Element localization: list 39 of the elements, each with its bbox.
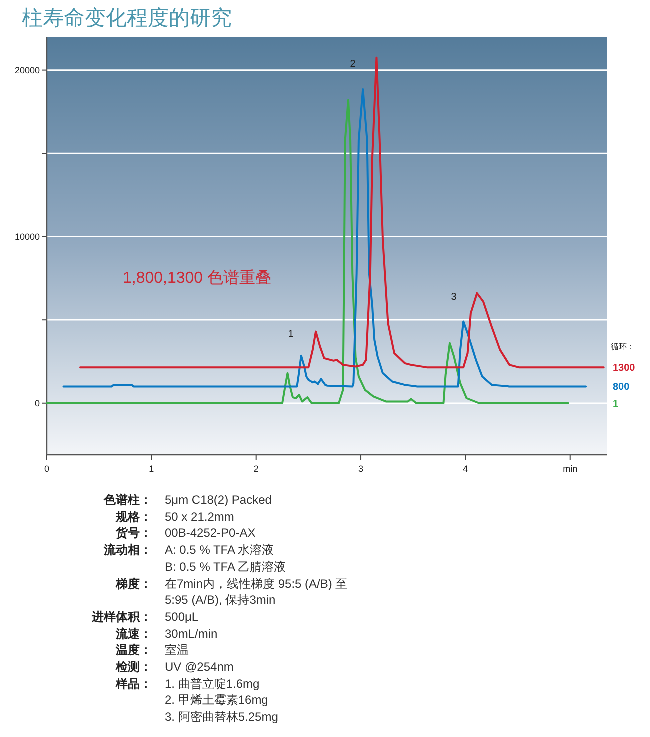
x-tick-label: 0 [44,464,50,474]
annotation: UV @254nm [165,659,235,676]
annotation: 2 [350,59,356,70]
x-tick-label: 1 [149,464,154,474]
annotation: 色谱柱： [102,492,152,509]
annotation: 1. 曲普立啶1.6mg 2. 甲烯土霉素16mg 3. 阿密曲替林5.25mg [165,676,280,726]
annotation: 50 x 21.2mm [165,508,236,526]
line-series [80,56,605,369]
annotation: A: 0.5 % TFA 水溶液 B: 0.5 % TFA 乙腈溶液 [165,542,288,576]
series-label: 1 [613,398,619,410]
annotation: 流动相： [103,542,152,560]
y-tick-label: 20000 [14,66,40,76]
chart-title: 柱寿命变化程度的研究 [22,7,232,30]
annotation: 在7min内，线性梯度 95:5 (A/B) 至 5:95 (A/B), 保持3min [165,576,349,609]
annotation: 流速： [115,626,152,642]
annotation: 检测： [114,659,152,676]
annotation: 样品： [114,676,152,693]
annotation: 1,800,1300 色谱重叠 [123,270,272,287]
annotation: 3 [451,292,457,303]
legend-title: 循环： [611,342,635,352]
annotation: 00B-4252-P0-AX [165,525,257,542]
annotation: 室温 [165,642,190,660]
series-label: 1300 [613,363,636,374]
annotation: 货号： [115,525,152,542]
x-tick-label: 2 [254,464,259,474]
x-tick-label: 3 [358,464,364,474]
y-tick-label: 10000 [14,232,40,242]
annotation: 500μL [165,608,200,626]
annotation: 规格： [114,508,152,526]
annotation: 5μm C18(2) Packed [165,492,273,509]
annotation: 进样体积： [90,608,152,626]
annotation: 梯度： [114,576,152,593]
annotation: 1 [288,329,294,340]
y-tick-label: 0 [34,398,40,409]
x-tick-label: min [563,464,578,474]
annotation: 温度： [115,642,152,660]
annotation: 30mL/min [165,626,219,642]
series-label: 800 [613,382,630,394]
x-tick-label: 4 [463,464,468,474]
